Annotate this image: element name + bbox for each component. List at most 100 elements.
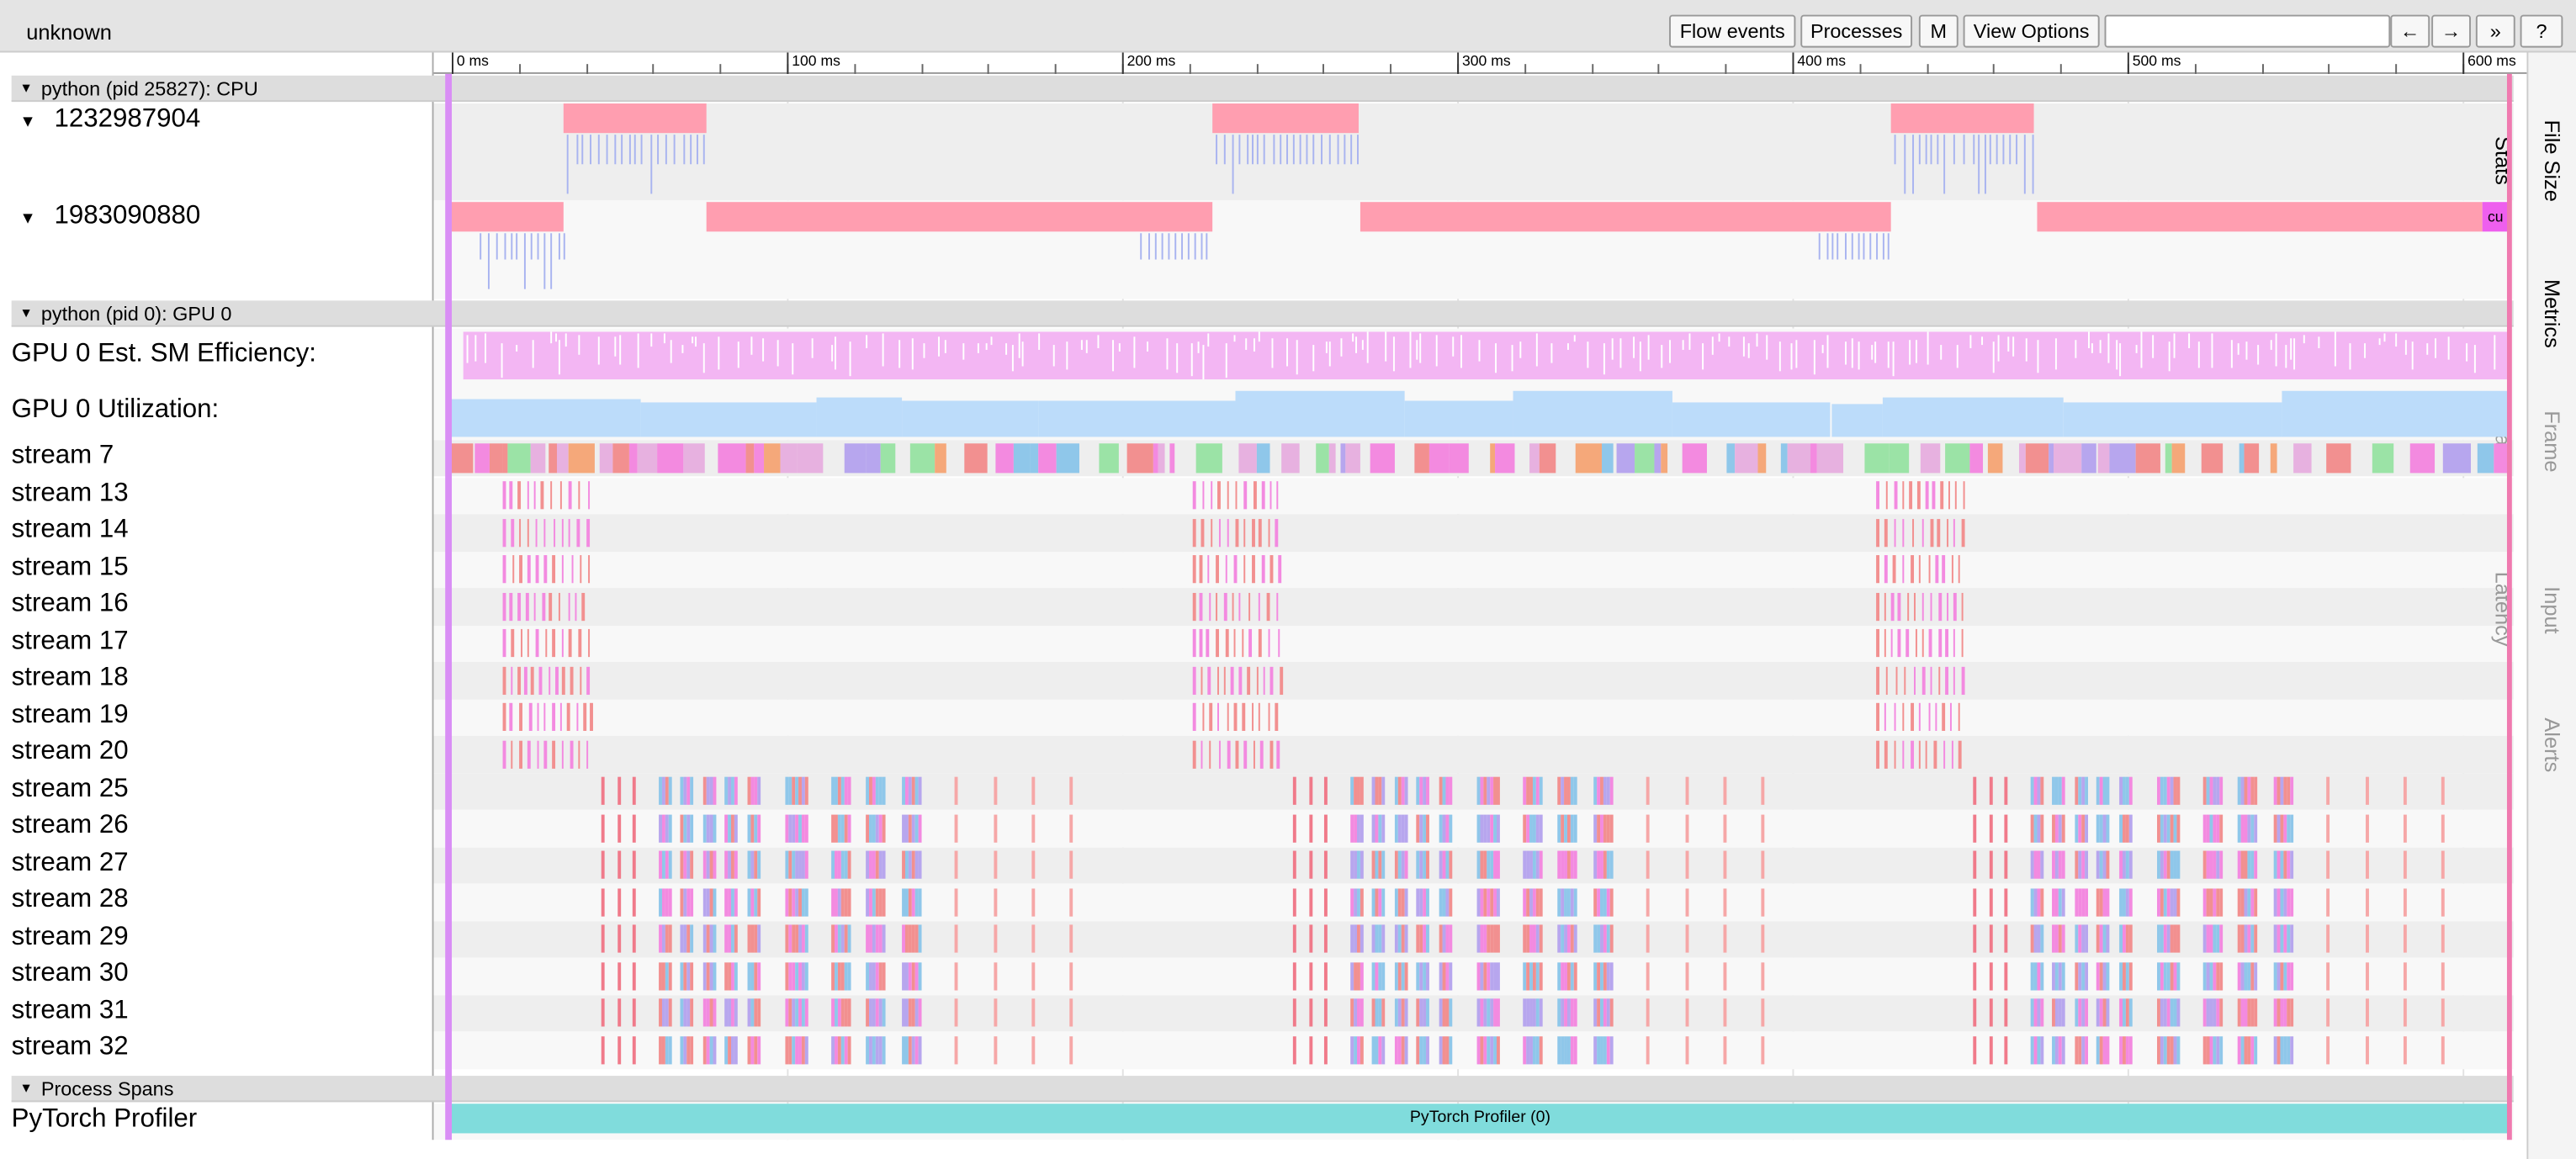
kernel-slice <box>1493 776 1497 805</box>
kernel-slice <box>2106 850 2109 879</box>
kernel-slice <box>2247 924 2250 953</box>
kernel-slice <box>795 850 798 879</box>
kernel-slice <box>2048 443 2054 474</box>
counter-gap <box>1460 335 1462 368</box>
kernel-slice <box>1378 998 1381 1027</box>
kernel-slice <box>561 739 564 768</box>
expand-toggle[interactable]: ▼ <box>19 209 36 229</box>
kernel-slice <box>2219 813 2223 842</box>
kernel-slice <box>1397 776 1401 805</box>
kernel-slice <box>1309 961 1313 990</box>
expand-toggle[interactable]: ▼ <box>19 305 33 320</box>
kernel-slice <box>2283 813 2287 842</box>
kernel-slice <box>2280 850 2283 879</box>
kernel-slice <box>1445 1035 1449 1064</box>
counter-gap <box>1940 344 1943 361</box>
kernel-slice <box>2247 813 2250 842</box>
kernel-slice <box>2290 961 2293 990</box>
kernel-slice <box>1200 591 1203 621</box>
kernel-slice <box>1292 961 1296 990</box>
counter-gap <box>811 337 814 359</box>
counter-gap <box>2055 337 2058 369</box>
kernel-slice <box>548 665 551 695</box>
kernel-slice <box>2033 887 2037 916</box>
cpu-sub-slice <box>1232 135 1235 194</box>
side-tab[interactable]: Frame Data <box>2490 410 2565 473</box>
kernel-slice <box>1989 887 1993 916</box>
kernel-slice <box>2075 813 2078 842</box>
kernel-slice <box>1419 813 1423 842</box>
kernel-slice <box>804 961 808 990</box>
cpu-sub-slice <box>1858 233 1860 260</box>
ruler-tick <box>2060 64 2063 74</box>
kernel-slice <box>1256 443 1270 474</box>
kernel-slice <box>1449 443 1470 474</box>
search-box[interactable] <box>2104 14 2391 48</box>
kernel-slice <box>1606 998 1609 1027</box>
counter-gap <box>1409 331 1412 368</box>
process-header[interactable]: ▼ python (pid 25827): CPU <box>11 75 2514 103</box>
side-tab[interactable]: Metrics <box>2540 278 2565 347</box>
button[interactable]: Flow events <box>1669 14 1796 48</box>
kernel-slice <box>502 739 506 768</box>
kernel-slice <box>730 850 734 879</box>
kernel-slice <box>2125 998 2128 1027</box>
kernel-slice <box>2280 961 2283 990</box>
kernel-slice <box>1449 998 1452 1027</box>
kernel-slice <box>552 702 555 731</box>
kernel-slice <box>1901 555 1905 584</box>
side-tab[interactable]: Alerts <box>2540 718 2565 774</box>
counter-gap <box>1712 336 1715 355</box>
kernel-slice <box>2081 998 2085 1027</box>
expand-toggle[interactable]: ▼ <box>19 80 33 96</box>
kernel-slice <box>1988 443 2002 474</box>
button[interactable]: View Options <box>1963 14 2100 48</box>
kernel-slice <box>2216 998 2219 1027</box>
kernel-slice <box>1216 665 1220 695</box>
expand-toggle[interactable]: ▼ <box>19 113 36 132</box>
kernel-slice <box>1606 1035 1609 1064</box>
kernel-slice <box>680 813 683 842</box>
kernel-slice <box>2037 961 2040 990</box>
kernel-slice <box>1566 961 1570 990</box>
kernel-slice <box>1357 776 1360 805</box>
counter-gap <box>1495 342 1497 373</box>
side-tab[interactable]: File Size Stats <box>2490 119 2565 203</box>
process-header[interactable]: ▼ Process Spans <box>11 1076 2514 1103</box>
kernel-slice <box>2033 813 2037 842</box>
kernel-slice <box>1381 776 1385 805</box>
kernel-slice <box>1646 776 1650 805</box>
kernel-slice <box>763 443 781 474</box>
kernel-slice <box>1609 776 1613 805</box>
button[interactable]: Processes <box>1800 14 1913 48</box>
cpu-sub-slice <box>1328 135 1331 165</box>
kernel-slice <box>2081 813 2085 842</box>
expand-toggle[interactable]: ▼ <box>19 1080 33 1096</box>
kernel-slice <box>2326 998 2330 1027</box>
kernel-slice <box>1490 961 1493 990</box>
nav-button[interactable]: → <box>2431 14 2472 48</box>
kernel-slice <box>1419 1035 1423 1064</box>
kernel-slice <box>840 850 844 879</box>
process-header[interactable]: ▼ python (pid 0): GPU 0 <box>11 300 2514 327</box>
kernel-slice <box>1895 665 1898 695</box>
kernel-slice <box>1953 628 1956 658</box>
nav-button[interactable]: ? <box>2520 14 2563 48</box>
track-label: stream 28 <box>11 886 129 914</box>
kernel-slice <box>1275 702 1278 731</box>
kernel-slice <box>1876 518 1879 547</box>
kernel-slice <box>1381 813 1385 842</box>
kernel-slice <box>882 887 885 916</box>
kernel-slice <box>2054 776 2058 805</box>
nav-button[interactable]: » <box>2475 14 2515 48</box>
kernel-slice <box>2206 813 2209 842</box>
side-tab[interactable]: Input Latency <box>2490 572 2565 647</box>
kernel-slice <box>1401 776 1404 805</box>
kernel-slice <box>1449 776 1452 805</box>
kernel-slice <box>2277 813 2280 842</box>
nav-button[interactable]: ← <box>2390 14 2430 48</box>
kernel-slice <box>2283 998 2287 1027</box>
kernel-slice <box>1685 924 1689 953</box>
button[interactable]: M <box>1918 14 1959 48</box>
kernel-slice <box>2173 1035 2176 1064</box>
